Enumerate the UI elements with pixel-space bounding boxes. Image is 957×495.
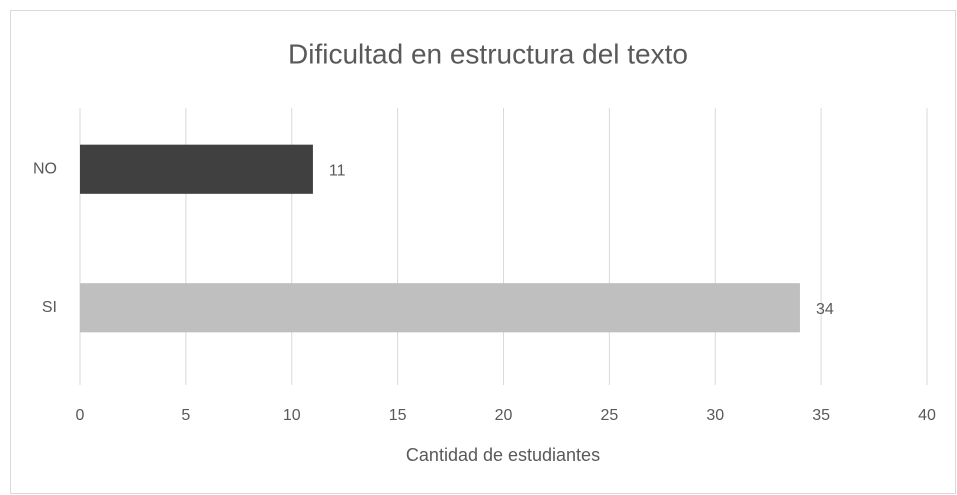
y-tick-label: SI xyxy=(42,299,57,316)
x-tick-label: 40 xyxy=(918,407,936,424)
bar xyxy=(80,283,800,333)
x-tick-label: 15 xyxy=(389,407,407,424)
data-label: 11 xyxy=(329,162,346,179)
x-tick-label: 20 xyxy=(495,407,513,424)
x-tick-label: 0 xyxy=(76,407,85,424)
data-label: 34 xyxy=(816,301,834,318)
x-tick-label: 5 xyxy=(181,407,190,424)
x-tick-label: 30 xyxy=(706,407,724,424)
chart-border xyxy=(10,10,956,494)
x-tick-label: 10 xyxy=(283,407,301,424)
bar xyxy=(80,144,313,194)
x-axis-label: Cantidad de estudiantes xyxy=(406,445,600,465)
chart-title: Dificultad en estructura del texto xyxy=(288,38,688,69)
x-tick-label: 25 xyxy=(600,407,618,424)
y-tick-label: NO xyxy=(33,160,57,177)
x-tick-label: 35 xyxy=(812,407,830,424)
